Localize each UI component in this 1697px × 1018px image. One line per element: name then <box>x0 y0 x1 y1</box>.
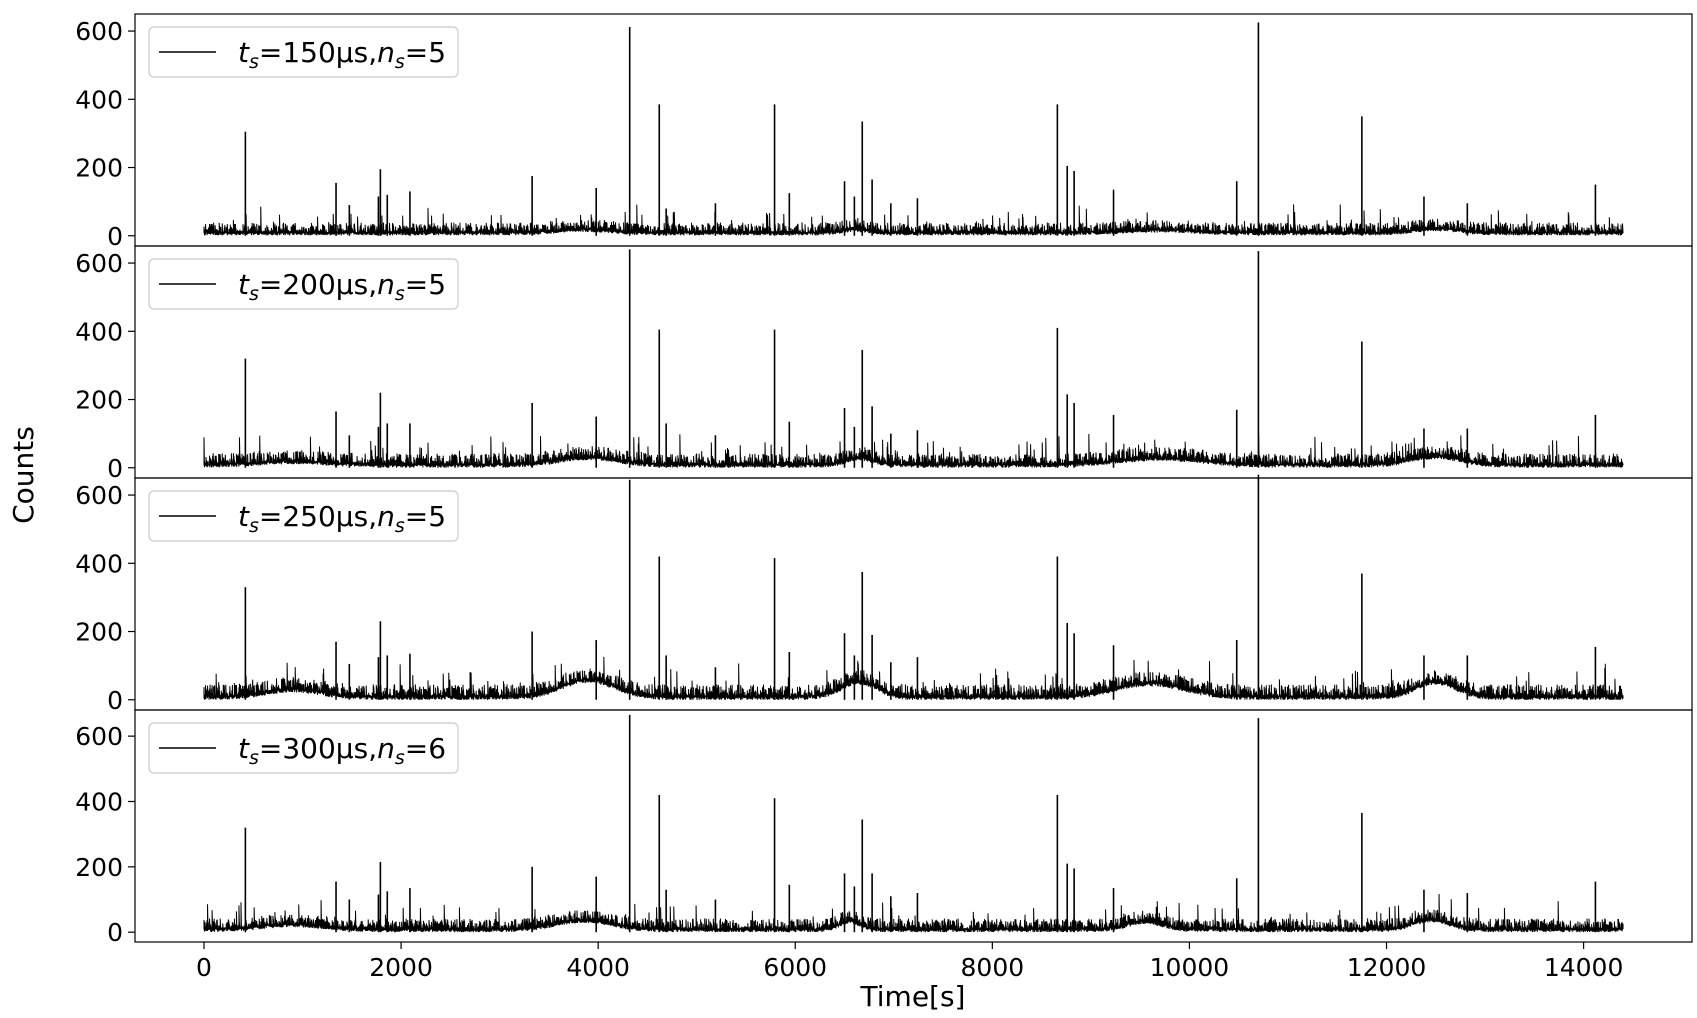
legend-label: ts=200μs,ns=5 <box>238 268 446 305</box>
y-tick-label: 0 <box>107 918 123 947</box>
series-line <box>203 431 1624 468</box>
legend-box <box>148 258 459 310</box>
x-tick-label: 2000 <box>369 953 433 982</box>
legend-label: ts=250μs,ns=5 <box>238 500 446 537</box>
panel-2: 0 200 400 600 ts=200μs,ns=5 <box>75 245 1693 483</box>
x-axis-label: Time[s] <box>860 980 966 1013</box>
panel-1: 0 200 400 600 ts=150μs,ns=5 <box>75 13 1693 251</box>
y-tick-label: 0 <box>107 686 123 715</box>
y-tick-label: 200 <box>75 386 123 415</box>
y-tick-label: 200 <box>75 618 123 647</box>
y-tick-label: 0 <box>107 454 123 483</box>
x-tick-label: 8000 <box>961 953 1025 982</box>
legend: ts=250μs,ns=5 <box>148 490 459 542</box>
legend-label: ts=300μs,ns=6 <box>238 732 446 769</box>
legend-box <box>148 722 459 774</box>
x-tick-label: 0 <box>196 953 212 982</box>
legend-box <box>148 490 459 542</box>
y-axis-label: Counts <box>7 426 40 524</box>
y-tick-label: 200 <box>75 853 123 882</box>
x-tick-label: 4000 <box>566 953 630 982</box>
y-tick-label: 400 <box>75 549 123 578</box>
series-line <box>203 656 1624 700</box>
legend-box <box>148 26 459 78</box>
panel-3: 0 200 400 600 ts=250μs,ns=5 <box>75 474 1693 715</box>
legend-label: ts=150μs,ns=5 <box>238 36 446 73</box>
y-tick-label: 600 <box>75 722 123 751</box>
x-tick-label: 14000 <box>1544 953 1624 982</box>
y-tick-label: 600 <box>75 17 123 46</box>
legend: ts=200μs,ns=5 <box>148 258 459 310</box>
x-tick-label: 6000 <box>763 953 827 982</box>
series-line <box>203 204 1624 236</box>
y-tick-label: 0 <box>107 222 123 251</box>
series-line <box>203 894 1624 933</box>
y-tick-label: 600 <box>75 249 123 278</box>
x-tick-label: 12000 <box>1347 953 1427 982</box>
panel-frame <box>134 709 1693 943</box>
y-tick-label: 200 <box>75 154 123 183</box>
x-tick-label: 10000 <box>1150 953 1230 982</box>
y-tick-label: 400 <box>75 787 123 816</box>
panels: 0 200 400 600 ts=150μs,ns=5 0 200 400 600 ts=200μ… <box>75 13 1693 982</box>
y-tick-label: 600 <box>75 481 123 510</box>
legend: ts=300μs,ns=6 <box>148 722 459 774</box>
legend: ts=150μs,ns=5 <box>148 26 459 78</box>
y-tick-label: 400 <box>75 85 123 114</box>
y-tick-label: 400 <box>75 317 123 346</box>
